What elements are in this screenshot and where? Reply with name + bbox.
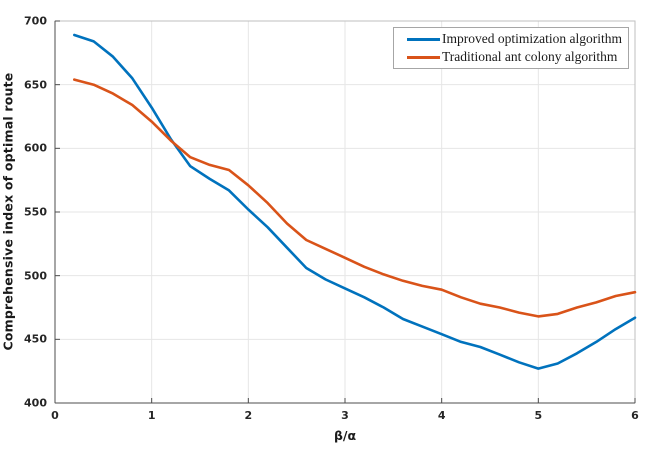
y-axis-label: Comprehensive index of optimal route	[0, 72, 16, 351]
x-tick-label: 6	[631, 409, 639, 422]
legend-item-traditional: Traditional ant colony algorithm	[407, 49, 622, 65]
legend-label: Traditional ant colony algorithm	[442, 49, 618, 64]
x-tick-label: 3	[341, 409, 349, 422]
y-tick-label: 700	[24, 14, 47, 28]
y-tick-label: 550	[24, 205, 47, 219]
y-tick-label: 450	[24, 332, 47, 346]
legend-line-swatch-blue	[407, 37, 440, 41]
x-tick-label: 2	[244, 409, 253, 422]
legend-label: Improved optimization algorithm	[442, 31, 622, 46]
x-tick-label: 0	[51, 409, 59, 422]
x-tick-label: 5	[534, 409, 543, 422]
x-tick-label: 1	[147, 409, 156, 422]
series-line-0	[73, 33, 637, 370]
legend: Improved optimization algorithm Traditio…	[393, 27, 629, 69]
y-tick-label: 600	[24, 141, 47, 155]
x-axis-label: β/α	[333, 428, 357, 443]
y-tick-label: 500	[24, 269, 47, 283]
series-line-1	[73, 78, 637, 318]
legend-item-improved: Improved optimization algorithm	[407, 31, 622, 47]
y-tick-label: 650	[24, 78, 47, 92]
y-tick-label: 400	[24, 396, 47, 410]
legend-line-swatch-orange	[407, 55, 440, 59]
x-tick-label: 4	[437, 409, 446, 422]
